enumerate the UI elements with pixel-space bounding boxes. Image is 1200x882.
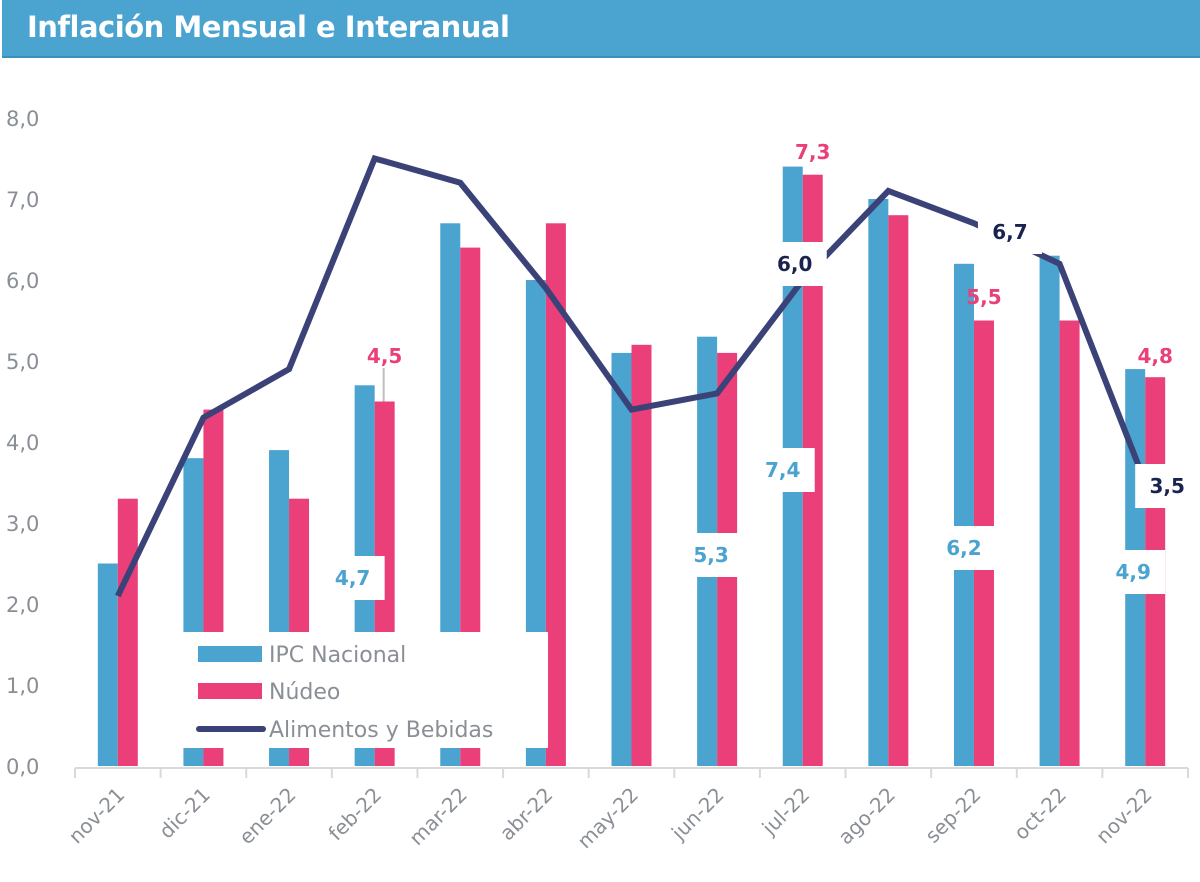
legend-swatch xyxy=(198,683,262,699)
y-tick-label: 6,0 xyxy=(6,269,39,293)
x-tick-label: ene-22 xyxy=(234,783,300,849)
data-label: 4,7 xyxy=(335,566,370,590)
y-tick-label: 4,0 xyxy=(6,431,39,455)
y-tick-label: 8,0 xyxy=(6,107,39,131)
x-tick-label: sep-22 xyxy=(920,783,985,848)
data-label: 5,5 xyxy=(966,285,1001,309)
data-label: 3,5 xyxy=(1149,474,1184,498)
data-label-box xyxy=(977,210,1042,254)
chart-title: Inflación Mensual e Interanual xyxy=(27,10,510,44)
chart-header: Inflación Mensual e Interanual xyxy=(2,0,1200,58)
x-tick-label: dic-21 xyxy=(154,783,215,844)
legend-item-nucleo: Núdeo xyxy=(198,680,340,705)
data-label: 6,2 xyxy=(946,536,981,560)
data-label-box xyxy=(762,242,827,286)
x-tick-label: mar-22 xyxy=(404,783,471,850)
bar-nucleo xyxy=(117,498,138,766)
data-label-box xyxy=(750,448,815,492)
legend-item-ipc-nacional: IPC Nacional xyxy=(198,643,406,668)
legend-swatch xyxy=(198,646,262,662)
x-tick-label: nov-21 xyxy=(64,783,130,849)
data-label: 4,5 xyxy=(367,344,402,368)
y-tick-label: 7,0 xyxy=(6,188,39,212)
data-label-box xyxy=(1135,464,1200,508)
legend-label: Alimentos y Bebidas xyxy=(269,718,493,743)
x-tick-label: oct-22 xyxy=(1009,783,1071,845)
y-tick-label: 2,0 xyxy=(6,593,39,617)
data-label: 7,4 xyxy=(765,458,800,482)
y-tick-label: 5,0 xyxy=(6,350,39,374)
data-label: 6,7 xyxy=(992,220,1027,244)
data-label: 7,3 xyxy=(795,140,830,164)
x-tick-label: abr-22 xyxy=(495,783,558,846)
data-label: 4,9 xyxy=(1115,560,1150,584)
bar-nucleo xyxy=(1059,320,1080,766)
x-tick-label: nov-22 xyxy=(1091,783,1157,849)
bar-ipc-nacional xyxy=(953,263,974,766)
bar-nucleo xyxy=(888,215,909,766)
data-label-box xyxy=(320,556,385,600)
data-label-box xyxy=(931,526,996,570)
data-label: 5,3 xyxy=(693,543,728,567)
data-label: 4,8 xyxy=(1137,344,1172,368)
bar-nucleo xyxy=(545,223,566,767)
bar-ipc-nacional xyxy=(440,223,461,767)
y-tick-label: 3,0 xyxy=(6,512,39,536)
x-tick-label: may-22 xyxy=(572,783,643,854)
legend-label: Núdeo xyxy=(269,680,340,705)
legend-item-alimentos-bebidas: Alimentos y Bebidas xyxy=(196,718,493,743)
bar-ipc-nacional xyxy=(868,199,889,766)
bar-ipc-nacional xyxy=(97,563,118,766)
data-label: 6,0 xyxy=(777,252,812,276)
bar-nucleo xyxy=(631,344,652,766)
data-label-box xyxy=(1101,550,1166,594)
y-tick-label: 0,0 xyxy=(6,755,39,779)
x-tick-label: jul-22 xyxy=(757,783,815,841)
y-tick-label: 1,0 xyxy=(6,674,39,698)
bar-ipc-nacional xyxy=(611,352,632,766)
data-label-box xyxy=(679,533,744,577)
x-tick-label: ago-22 xyxy=(833,783,900,850)
bar-ipc-nacional xyxy=(1039,255,1060,766)
x-tick-label: feb-22 xyxy=(323,783,386,846)
legend-label: IPC Nacional xyxy=(269,643,406,668)
x-tick-label: jun-22 xyxy=(666,783,729,846)
